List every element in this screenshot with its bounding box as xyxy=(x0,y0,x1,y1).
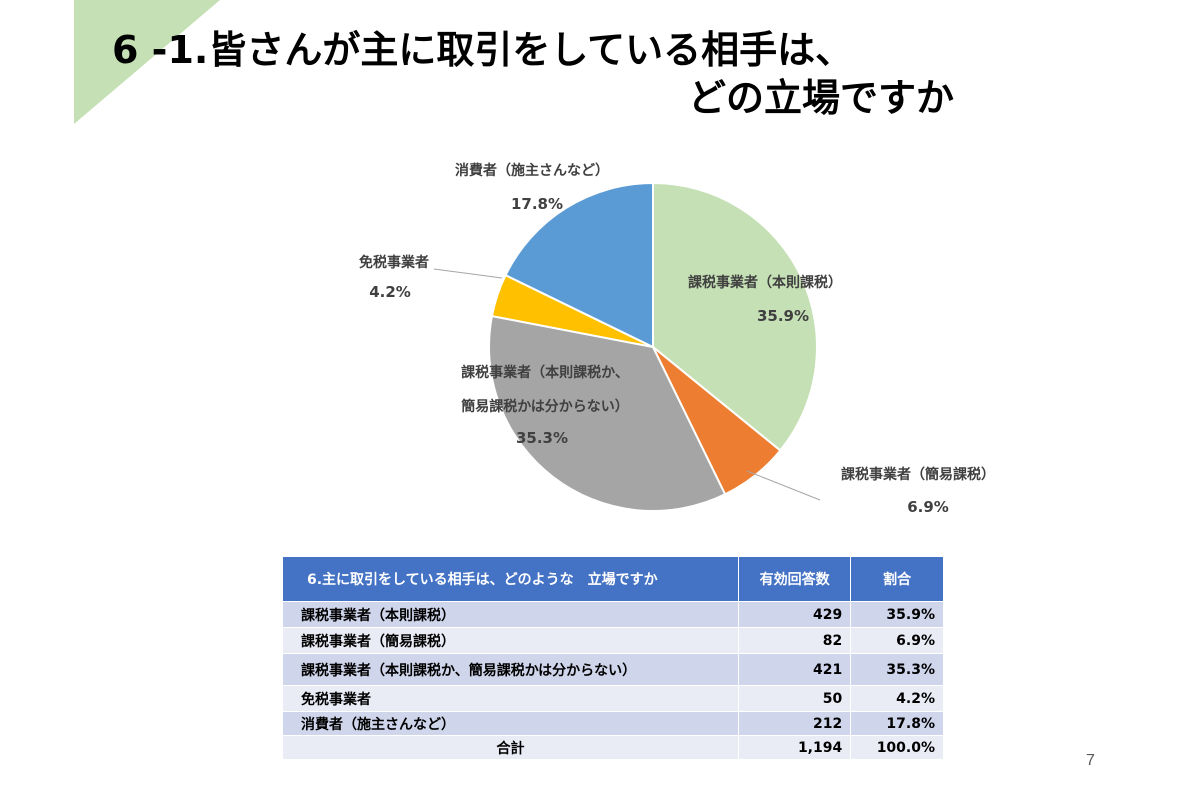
slice-label: 免税事業者 xyxy=(359,254,429,271)
row-ratio: 17.8% xyxy=(850,711,944,736)
header-ratio: 割合 xyxy=(850,556,944,602)
row-ratio: 35.9% xyxy=(850,601,944,628)
row-ratio: 4.2% xyxy=(850,685,944,712)
row-category: 免税事業者 xyxy=(282,685,739,712)
pie-slice xyxy=(488,314,727,512)
pie-slice xyxy=(504,181,654,349)
row-category: 課税事業者（本則課税） xyxy=(282,601,739,628)
table-header-row: 6.主に取引をしている相手は、どのような 立場ですか 有効回答数 割合 xyxy=(282,556,944,602)
slice-label: 課税事業者（本則課税） xyxy=(688,274,842,291)
slice-percent-label: 6.9% xyxy=(907,498,949,516)
slice-percent-label: 35.9% xyxy=(757,307,809,325)
total-count: 1,194 xyxy=(737,735,852,760)
header-count: 有効回答数 xyxy=(737,556,852,602)
row-count: 429 xyxy=(737,601,852,628)
row-category: 消費者（施主さんなど） xyxy=(282,711,739,736)
slice-label: 課税事業者（簡易課税） xyxy=(841,466,995,483)
total-label: 合計 xyxy=(282,735,739,760)
pie-chart: 課税事業者（本則課税） 35.9% 課税事業者（簡易課税） 6.9% 課税事業者（本則課… xyxy=(359,162,995,516)
table-row: 消費者（施主さんなど） 212 17.8% xyxy=(282,711,944,736)
table-row: 免税事業者 50 4.2% xyxy=(282,685,944,712)
slice-percent-label: 35.3% xyxy=(516,429,568,447)
row-category: 課税事業者（本則課税か、簡易課税かは分からない） xyxy=(282,653,739,686)
pie-slice xyxy=(652,181,818,452)
header-question: 6.主に取引をしている相手は、どのような 立場ですか xyxy=(282,556,739,602)
slice-label: 課税事業者（本則課税か、 xyxy=(461,364,629,381)
slide-title-line-1: 6 -1.皆さんが主に取引をしている相手は、 xyxy=(112,28,854,72)
leader-line xyxy=(433,268,503,279)
leader-line xyxy=(746,470,821,501)
slice-percent-label: 4.2% xyxy=(369,283,411,301)
table-total-row: 合計 1,194 100.0% xyxy=(282,735,944,760)
response-table: 6.主に取引をしている相手は、どのような 立場ですか 有効回答数 割合 課税事業… xyxy=(282,556,944,760)
table-row: 課税事業者（本則課税か、簡易課税かは分からない） 421 35.3% xyxy=(282,653,944,686)
row-count: 212 xyxy=(737,711,852,736)
table-row: 課税事業者（簡易課税） 82 6.9% xyxy=(282,627,944,654)
slice-label: 簡易課税かは分からない） xyxy=(461,398,628,415)
row-count: 82 xyxy=(737,627,852,654)
slide-title-line-2: どの立場ですか xyxy=(688,76,955,120)
row-ratio: 35.3% xyxy=(850,653,944,686)
row-ratio: 6.9% xyxy=(850,627,944,654)
row-category: 課税事業者（簡易課税） xyxy=(282,627,739,654)
table-row: 課税事業者（本則課税） 429 35.9% xyxy=(282,601,944,628)
row-count: 50 xyxy=(737,685,852,712)
total-ratio: 100.0% xyxy=(850,735,944,760)
slice-percent-label: 17.8% xyxy=(511,195,563,213)
row-count: 421 xyxy=(737,653,852,686)
page-number: 7 xyxy=(1086,752,1095,769)
slice-label: 消費者（施主さんなど） xyxy=(455,162,609,179)
corner-accent-triangle xyxy=(74,0,220,124)
